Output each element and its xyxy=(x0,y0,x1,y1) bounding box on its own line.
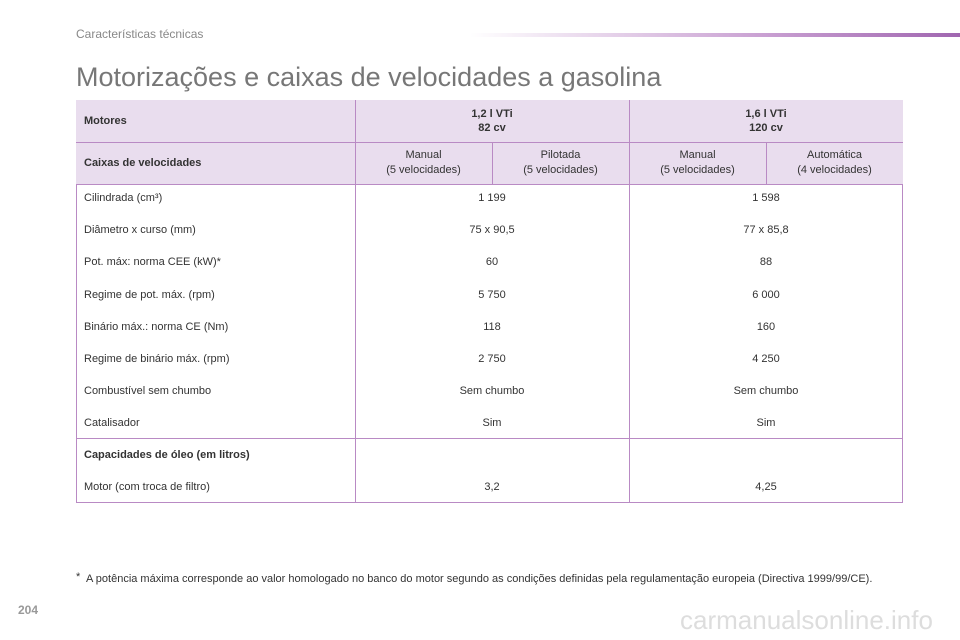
row-label: Pot. máx: norma CEE (kW)* xyxy=(84,256,221,269)
value: 4 250 xyxy=(752,353,780,365)
table-rule xyxy=(76,142,903,143)
gearbox-note: (5 velocidades) xyxy=(386,164,461,176)
row-label: Motores xyxy=(84,115,127,127)
row-label: Cilindrada (cm³) xyxy=(84,192,163,204)
column-rule xyxy=(355,100,356,503)
value: 3,2 xyxy=(484,481,500,493)
value: 2 750 xyxy=(478,353,506,365)
value: 160 xyxy=(756,320,776,333)
footnote-marker: * xyxy=(76,571,81,583)
table-rule xyxy=(76,438,903,439)
gearbox-type: Manual xyxy=(405,149,442,161)
value: Sim xyxy=(482,417,502,430)
value: Sem chumbo xyxy=(459,385,525,398)
value: 6 000 xyxy=(752,288,780,301)
row-label: Motor (com troca de filtro) xyxy=(84,481,210,493)
value: 4,25 xyxy=(755,481,777,493)
row-label: Regime de binário máx. (rpm) xyxy=(84,353,230,365)
row-label: Combustível sem chumbo xyxy=(84,385,212,398)
value: 5 750 xyxy=(478,288,506,301)
engine-name: 1,2 l VTi xyxy=(471,108,513,120)
gearbox-note: (4 velocidades) xyxy=(797,164,872,176)
engine-power: 120 cv xyxy=(749,122,783,134)
value: Sem chumbo xyxy=(733,385,799,398)
gearbox-type: Manual xyxy=(679,149,716,161)
section-title: Características técnicas xyxy=(76,27,204,41)
table-rule xyxy=(76,184,903,185)
section-label: Capacidades de óleo (em litros) xyxy=(84,449,250,461)
gearbox-type: Automática xyxy=(806,149,863,161)
gearbox-header: Automática (4 velocidades) xyxy=(766,142,903,184)
value: 88 xyxy=(759,256,773,269)
column-rule xyxy=(766,142,767,184)
header-rule xyxy=(470,33,960,37)
gearbox-header: Pilotada (5 velocidades) xyxy=(492,142,629,184)
gearbox-note: (5 velocidades) xyxy=(523,164,598,176)
gearbox-header: Manual (5 velocidades) xyxy=(629,142,766,184)
engine-name: 1,6 l VTi xyxy=(745,108,787,120)
gearbox-note: (5 velocidades) xyxy=(660,164,735,176)
engine-header: 1,6 l VTi 120 cv xyxy=(629,100,903,142)
gearbox-header: Manual (5 velocidades) xyxy=(355,142,492,184)
watermark: carmanualsonline.info xyxy=(680,605,933,635)
row-label: Diâmetro x curso (mm) xyxy=(84,224,196,237)
footnote-text: A potência máxima corresponde ao valor h… xyxy=(86,573,873,585)
gearbox-type: Pilotada xyxy=(540,149,581,161)
column-rule xyxy=(629,100,630,503)
page-title: Motorizações e caixas de velocidades a g… xyxy=(76,62,662,92)
column-rule xyxy=(492,142,493,184)
engine-header: 1,2 l VTi 82 cv xyxy=(355,100,629,142)
value: Sim xyxy=(756,417,776,430)
engine-power: 82 cv xyxy=(478,122,506,134)
value: 77 x 85,8 xyxy=(743,224,789,237)
row-label: Regime de pot. máx. (rpm) xyxy=(84,288,215,301)
page-number: 204 xyxy=(18,603,39,617)
value: 118 xyxy=(483,320,501,333)
value: 1 598 xyxy=(752,192,780,204)
value: 1 199 xyxy=(478,192,506,204)
value: 60 xyxy=(485,256,499,269)
value: 75 x 90,5 xyxy=(469,224,515,237)
row-label: Catalisador xyxy=(84,417,140,430)
row-label: Binário máx.: norma CE (Nm) xyxy=(84,320,229,333)
row-label: Caixas de velocidades xyxy=(84,157,202,169)
